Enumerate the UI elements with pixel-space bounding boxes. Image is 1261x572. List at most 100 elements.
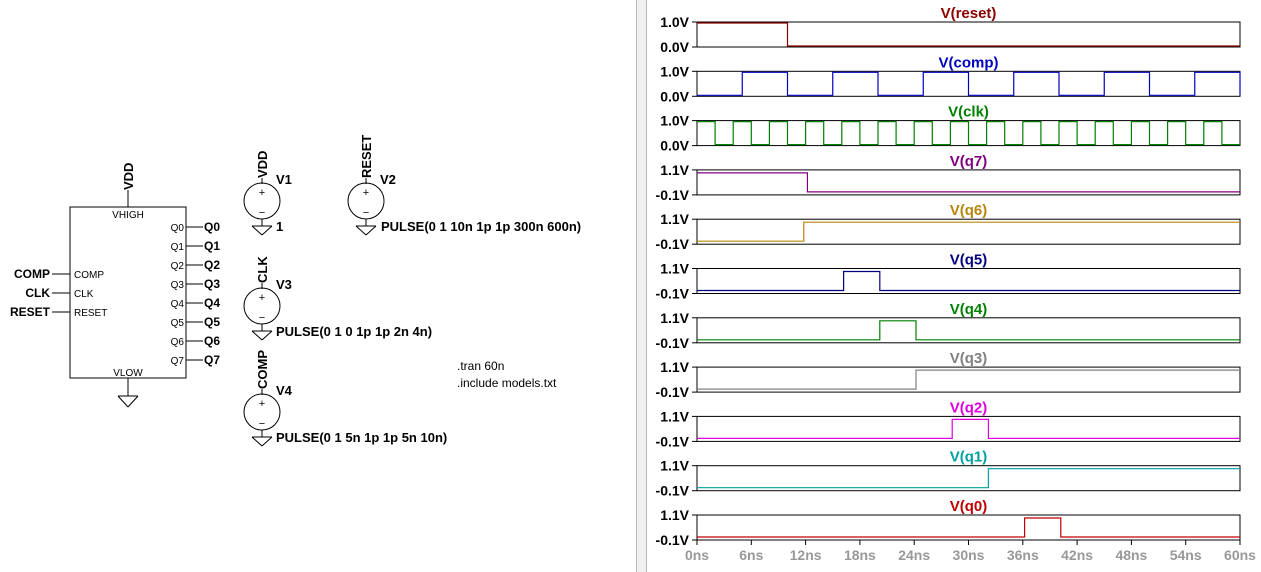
input-pin-label: CLK xyxy=(74,289,94,300)
output-pin-label: Q1 xyxy=(171,242,185,253)
pane-splitter[interactable] xyxy=(636,0,647,572)
trace-pane-vq3[interactable]: V(q3) 1.1V -0.1V xyxy=(656,350,1241,400)
y-tick-high: 1.0V xyxy=(660,14,689,30)
trace-pane-vq2[interactable]: V(q2) 1.1V -0.1V xyxy=(656,399,1241,449)
ground-symbol xyxy=(117,395,139,408)
source-v3[interactable]: CLK + − V3 PULSE(0 1 0 1p 1p 2n 4n) xyxy=(243,256,432,341)
trace-title[interactable]: V(q1) xyxy=(950,449,988,466)
plot-frame xyxy=(696,268,1241,294)
plot-frame xyxy=(696,415,1241,442)
trace-title[interactable]: V(q4) xyxy=(950,301,988,318)
y-tick-low: -0.1V xyxy=(656,335,690,351)
trace-title[interactable]: V(q7) xyxy=(950,153,988,170)
trace-pane-vq0[interactable]: V(q0) 1.1V -0.1V xyxy=(656,498,1241,548)
v3-net-label: CLK xyxy=(255,256,270,283)
x-tick-label: 0ns xyxy=(685,547,709,563)
v4-name: V4 xyxy=(276,383,293,398)
v3-value[interactable]: PULSE(0 1 0 1p 1p 2n 4n) xyxy=(276,324,432,339)
v4-value[interactable]: PULSE(0 1 5n 1p 1p 5n 10n) xyxy=(276,430,447,445)
y-tick-low: -0.1V xyxy=(656,433,690,449)
output-net-label: Q5 xyxy=(204,315,220,329)
source-v2[interactable]: RESET + − V2 PULSE(0 1 10n 1p 1p 300n 60… xyxy=(347,135,581,236)
minus-icon: − xyxy=(259,312,265,324)
trace-title[interactable]: V(q3) xyxy=(950,350,988,367)
output-net-label: Q0 xyxy=(204,220,220,234)
block-top-pin: VHIGH xyxy=(112,210,144,221)
trace-pane-vq7[interactable]: V(q7) 1.1V -0.1V xyxy=(656,153,1241,203)
plus-icon: + xyxy=(259,187,265,199)
spice-directive-include[interactable]: .include models.txt xyxy=(457,376,557,390)
y-tick-high: 1.1V xyxy=(660,162,689,178)
y-tick-high: 1.1V xyxy=(660,261,689,277)
y-tick-low: -0.1V xyxy=(656,384,690,400)
v1-net-label: VDD xyxy=(255,151,270,178)
trace-title[interactable]: V(clk) xyxy=(948,104,989,121)
ground-symbol xyxy=(251,225,273,236)
plot-frame xyxy=(696,21,1241,48)
plot-frame xyxy=(696,169,1241,196)
trace-title[interactable]: V(q5) xyxy=(950,252,988,269)
trace-line xyxy=(697,517,1240,538)
trace-pane-vclk[interactable]: V(clk) 1.0V 0.0V xyxy=(660,104,1241,154)
spice-directive-tran[interactable]: .tran 60n xyxy=(457,359,504,373)
plot-frame xyxy=(696,514,1241,541)
trace-pane-vq1[interactable]: V(q1) 1.1V -0.1V xyxy=(656,449,1241,499)
trace-line xyxy=(697,320,1240,341)
trace-line xyxy=(697,172,1240,193)
source-v1[interactable]: VDD + − V1 1 xyxy=(243,151,292,236)
ground-symbol xyxy=(251,436,273,447)
time-axis: 0ns 6ns 12ns 18ns 24ns 30ns 36ns 42ns 48ns 54ns 60… xyxy=(685,540,1256,563)
trace-title[interactable]: V(q6) xyxy=(950,202,988,219)
plus-icon: + xyxy=(259,398,265,410)
y-tick-high: 1.1V xyxy=(660,359,689,375)
x-tick-label: 36ns xyxy=(1007,547,1039,563)
input-net-label: CLK xyxy=(25,286,50,300)
output-pin-label: Q5 xyxy=(171,318,185,329)
trace-line xyxy=(697,270,1240,292)
vdd-flag-label: VDD xyxy=(121,163,136,190)
x-tick-label: 12ns xyxy=(790,547,822,563)
v2-value[interactable]: PULSE(0 1 10n 1p 1p 300n 600n) xyxy=(381,219,581,234)
y-tick-low: -0.1V xyxy=(656,483,690,499)
output-net-label: Q6 xyxy=(204,334,220,348)
v2-name: V2 xyxy=(380,172,396,187)
v3-name: V3 xyxy=(276,277,292,292)
trace-pane-vq4[interactable]: V(q4) 1.1V -0.1V xyxy=(656,301,1241,351)
trace-title[interactable]: V(q2) xyxy=(950,399,988,416)
trace-line xyxy=(697,221,1240,242)
y-tick-low: -0.1V xyxy=(656,286,690,302)
x-tick-label: 6ns xyxy=(739,547,763,563)
minus-icon: − xyxy=(259,207,265,219)
trace-line xyxy=(697,468,1240,489)
y-tick-low: 0.0V xyxy=(660,88,689,104)
trace-title[interactable]: V(comp) xyxy=(939,54,999,71)
plot-frame xyxy=(696,317,1241,344)
block-bottom-pin: VLOW xyxy=(113,368,143,379)
output-pin-label: Q0 xyxy=(171,223,185,234)
v1-value[interactable]: 1 xyxy=(276,219,283,234)
ground-symbol xyxy=(355,225,377,236)
x-tick-label: 30ns xyxy=(953,547,985,563)
source-v4[interactable]: COMP + − V4 PULSE(0 1 5n 1p 1p 5n 10n) xyxy=(243,350,447,447)
v2-net-label: RESET xyxy=(359,135,374,178)
input-net-label: RESET xyxy=(10,305,51,319)
trace-pane-vcomp[interactable]: V(comp) 1.0V 0.0V xyxy=(660,54,1241,104)
y-tick-high: 1.1V xyxy=(660,310,689,326)
trace-line xyxy=(697,418,1240,439)
y-tick-high: 1.1V xyxy=(660,211,689,227)
waveform-viewer[interactable]: V(reset) 1.0V 0.0V V(comp) 1.0V 0.0V V(clk) 1.0… xyxy=(647,0,1261,572)
output-net-label: Q4 xyxy=(204,296,220,310)
trace-pane-vreset[interactable]: V(reset) 1.0V 0.0V xyxy=(660,5,1241,55)
trace-pane-vq5[interactable]: V(q5) 1.1V -0.1V xyxy=(656,252,1241,302)
output-net-label: Q1 xyxy=(204,239,220,253)
x-tick-label: 42ns xyxy=(1061,547,1093,563)
trace-title[interactable]: V(q0) xyxy=(950,498,988,515)
trace-line xyxy=(697,369,1240,390)
plus-icon: + xyxy=(363,187,369,199)
trace-pane-vq6[interactable]: V(q6) 1.1V -0.1V xyxy=(656,202,1241,252)
trace-title[interactable]: V(reset) xyxy=(941,5,997,22)
x-tick-label: 60ns xyxy=(1224,547,1256,563)
y-tick-low: 0.0V xyxy=(660,138,689,154)
